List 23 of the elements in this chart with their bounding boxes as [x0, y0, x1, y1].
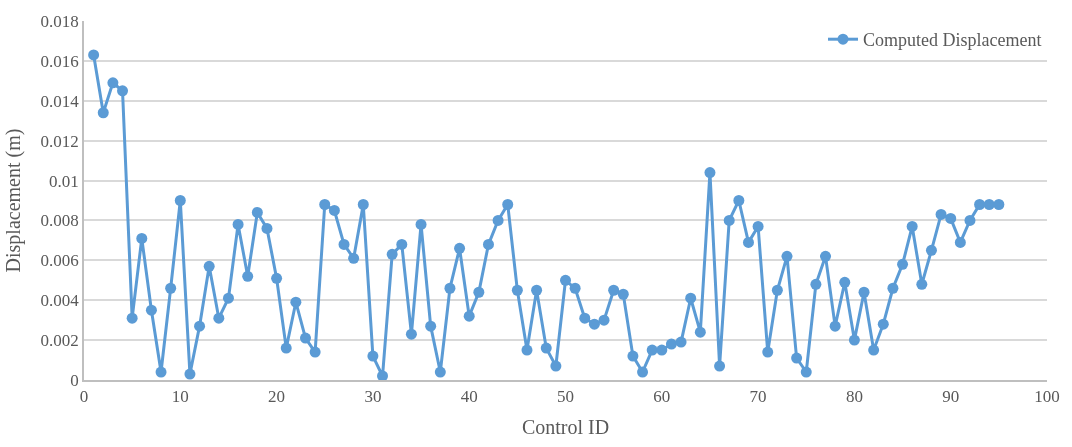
y-tick-label: 0.006	[40, 251, 79, 271]
y-tick-label: 0.002	[40, 331, 79, 351]
x-tick-label: 80	[845, 387, 863, 407]
x-tick-label: 70	[749, 387, 767, 407]
x-tick-label: 60	[653, 387, 671, 407]
y-tick-label: 0.01	[49, 171, 79, 191]
x-tick-label: 20	[268, 387, 286, 407]
y-tick-label: 0.008	[40, 211, 79, 231]
x-tick-label: 10	[171, 387, 189, 407]
x-tick-label: 100	[1034, 387, 1060, 407]
y-tick-label: 0.016	[40, 51, 79, 71]
x-tick-label: 90	[942, 387, 960, 407]
x-tick-label: 50	[557, 387, 574, 407]
y-tick-label: 0.012	[40, 131, 79, 151]
y-tick-label: 0	[70, 370, 79, 390]
y-tick-label: 0.004	[40, 291, 80, 311]
x-tick-label: 30	[364, 387, 382, 407]
y-tick-label: 0.014	[40, 91, 80, 111]
y-axis-title: Displacement (m)	[1, 128, 25, 273]
x-tick-label: 40	[460, 387, 478, 407]
y-tick-label: 0.018	[40, 11, 79, 31]
x-axis-title: Control ID	[521, 416, 610, 439]
legend-label: Computed Displacement	[863, 30, 1042, 51]
